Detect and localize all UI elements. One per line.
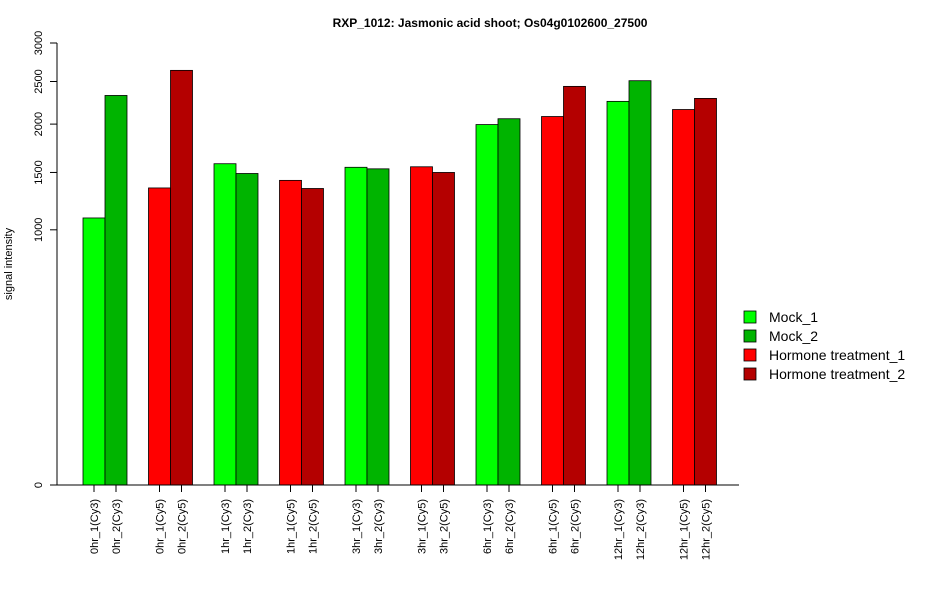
x-tick-label: 3hr_2(Cy5) bbox=[439, 499, 451, 554]
bar-3hr_2(Cy5) bbox=[432, 172, 455, 486]
y-tick-label: 2500 bbox=[33, 69, 45, 93]
x-tick-label: 1hr_1(Cy3) bbox=[220, 499, 232, 554]
bar-3hr_1(Cy5) bbox=[410, 166, 433, 486]
bar-3hr_2(Cy3) bbox=[366, 168, 390, 486]
x-tick-label: 0hr_1(Cy3) bbox=[89, 499, 101, 554]
legend-label: Mock_2 bbox=[769, 328, 818, 344]
x-tick-label: 6hr_2(Cy3) bbox=[504, 499, 516, 554]
bar-0hr_1(Cy5) bbox=[148, 187, 171, 486]
y-tick-label: 2000 bbox=[33, 112, 45, 136]
y-tick-label: 0 bbox=[33, 482, 45, 488]
bar-1hr_1(Cy3) bbox=[213, 163, 237, 486]
x-tick-label: 0hr_2(Cy3) bbox=[111, 499, 123, 554]
legend-swatch bbox=[743, 367, 757, 381]
bar-12hr_1(Cy5) bbox=[672, 109, 695, 486]
x-tick-label: 12hr_1(Cy5) bbox=[679, 499, 691, 560]
axes-layer: 0 1000 1500 2000 2500 3000 0hr_1(Cy3) 0hr_2(Cy3… bbox=[33, 31, 739, 560]
bar-1hr_2(Cy5) bbox=[301, 188, 324, 486]
legend-swatch bbox=[743, 329, 757, 343]
x-tick-label: 1hr_2(Cy5) bbox=[308, 499, 320, 554]
x-tick-label: 3hr_1(Cy3) bbox=[351, 499, 363, 554]
bar-12hr_2(Cy5) bbox=[694, 98, 717, 486]
y-tick-label: 1500 bbox=[33, 160, 45, 184]
bar-6hr_2(Cy3) bbox=[497, 118, 521, 486]
legend-label: Hormone treatment_2 bbox=[769, 366, 905, 382]
legend-label: Hormone treatment_1 bbox=[769, 347, 905, 363]
x-tick-label: 12hr_2(Cy3) bbox=[635, 499, 647, 560]
legend: Mock_1 Mock_2 Hormone treatment_1 Hormone t… bbox=[743, 309, 905, 382]
bars-layer bbox=[82, 69, 717, 486]
bar-6hr_2(Cy5) bbox=[563, 85, 586, 486]
bar-0hr_2(Cy5) bbox=[170, 69, 193, 486]
bar-1hr_1(Cy5) bbox=[279, 179, 302, 486]
y-axis-label: signal intensity bbox=[3, 227, 15, 300]
y-tick-label: 3000 bbox=[33, 31, 45, 55]
x-tick-label: 0hr_2(Cy5) bbox=[177, 499, 189, 554]
bar-3hr_1(Cy3) bbox=[344, 166, 368, 486]
legend-swatch bbox=[743, 348, 757, 362]
x-tick-label: 6hr_1(Cy3) bbox=[482, 499, 494, 554]
x-tick-label: 0hr_1(Cy5) bbox=[155, 499, 167, 554]
x-tick-label: 3hr_2(Cy3) bbox=[373, 499, 385, 554]
bar-1hr_2(Cy3) bbox=[235, 173, 259, 486]
bar-12hr_1(Cy3) bbox=[606, 100, 630, 486]
x-tick-label: 1hr_1(Cy5) bbox=[286, 499, 298, 554]
bar-6hr_1(Cy3) bbox=[475, 124, 499, 486]
x-tick-label: 1hr_2(Cy3) bbox=[242, 499, 254, 554]
legend-label: Mock_1 bbox=[769, 309, 818, 325]
x-tick-label: 12hr_2(Cy5) bbox=[701, 499, 713, 560]
bar-12hr_2(Cy3) bbox=[628, 80, 652, 486]
legend-swatch bbox=[743, 310, 757, 324]
bar-6hr_1(Cy5) bbox=[541, 116, 564, 486]
chart-title: RXP_1012: Jasmonic acid shoot; Os04g0102… bbox=[333, 16, 648, 30]
x-tick-label: 6hr_2(Cy5) bbox=[570, 499, 582, 554]
x-tick-label: 12hr_1(Cy3) bbox=[613, 499, 625, 560]
bar-0hr_1(Cy3) bbox=[82, 217, 106, 486]
x-tick-label: 6hr_1(Cy5) bbox=[548, 499, 560, 554]
y-tick-label: 1000 bbox=[33, 218, 45, 242]
x-tick-label: 3hr_1(Cy5) bbox=[417, 499, 429, 554]
bar-0hr_2(Cy3) bbox=[104, 95, 128, 486]
